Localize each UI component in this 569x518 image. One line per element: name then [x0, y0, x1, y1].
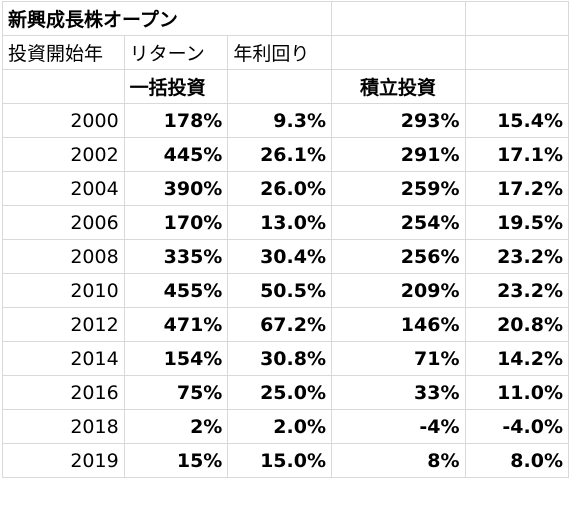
lump-sum-return-cell[interactable]: 75% — [123, 375, 229, 410]
title-row: 新興成長株オープン — [1, 1, 569, 36]
lump-sum-rate-cell[interactable]: 30.4% — [227, 239, 332, 274]
table-row: 2004 390% 26.0% 259% 17.2% — [2, 171, 569, 206]
accumulation-rate-cell[interactable]: -4.0% — [464, 409, 569, 444]
accumulation-return-cell[interactable]: 71% — [330, 341, 466, 376]
table-row: 2019 15% 15.0% 8% 8.0% — [2, 443, 569, 478]
accumulation-return-cell[interactable]: 291% — [330, 137, 466, 172]
start-year-cell[interactable]: 2000 — [2, 103, 125, 138]
empty-cell[interactable] — [330, 35, 466, 70]
accumulation-group-cell[interactable]: 積立投資 — [330, 69, 466, 104]
accumulation-rate-cell[interactable]: 23.2% — [464, 273, 569, 308]
start-year-cell[interactable]: 2019 — [2, 443, 125, 478]
table-row: 2006 170% 13.0% 254% 19.5% — [2, 205, 569, 240]
table-row: 2012 471% 67.2% 146% 20.8% — [2, 307, 569, 342]
accumulation-rate-cell[interactable]: 20.8% — [464, 307, 569, 342]
table-row: 2014 154% 30.8% 71% 14.2% — [2, 341, 569, 376]
lump-sum-return-cell[interactable]: 2% — [123, 409, 229, 444]
annual-rate-header-cell[interactable]: 年利回り — [227, 35, 332, 70]
lump-sum-return-cell[interactable]: 455% — [123, 273, 229, 308]
empty-cell[interactable] — [227, 69, 332, 104]
lump-sum-rate-cell[interactable]: 67.2% — [227, 307, 332, 342]
accumulation-rate-cell[interactable]: 17.1% — [464, 137, 569, 172]
accumulation-return-cell[interactable]: 254% — [330, 205, 466, 240]
lump-sum-return-cell[interactable]: 170% — [123, 205, 229, 240]
start-year-cell[interactable]: 2002 — [2, 137, 125, 172]
start-year-cell[interactable]: 2018 — [2, 409, 125, 444]
accumulation-rate-cell[interactable]: 8.0% — [464, 443, 569, 478]
start-year-header-cell[interactable]: 投資開始年 — [2, 35, 125, 70]
return-header-cell[interactable]: リターン — [123, 35, 229, 70]
table-row: 2002 445% 26.1% 291% 17.1% — [2, 137, 569, 172]
lump-sum-rate-cell[interactable]: 9.3% — [227, 103, 332, 138]
accumulation-return-cell[interactable]: 8% — [330, 443, 466, 478]
lump-sum-return-cell[interactable]: 390% — [123, 171, 229, 206]
start-year-cell[interactable]: 2016 — [2, 375, 125, 410]
start-year-cell[interactable]: 2008 — [2, 239, 125, 274]
spreadsheet-grid: 新興成長株オープン 投資開始年 リターン 年利回り 一括投資 積立投資 2000… — [1, 1, 569, 478]
table-row: 2010 455% 50.5% 209% 23.2% — [2, 273, 569, 308]
lump-sum-return-cell[interactable]: 15% — [123, 443, 229, 478]
accumulation-return-cell[interactable]: 146% — [330, 307, 466, 342]
accumulation-rate-cell[interactable]: 17.2% — [464, 171, 569, 206]
accumulation-rate-cell[interactable]: 23.2% — [464, 239, 569, 274]
sheet-title-cell[interactable]: 新興成長株オープン — [1, 1, 228, 36]
empty-cell[interactable] — [464, 35, 569, 70]
lump-sum-rate-cell[interactable]: 25.0% — [227, 375, 332, 410]
accumulation-return-cell[interactable]: -4% — [330, 409, 466, 444]
start-year-cell[interactable]: 2004 — [2, 171, 125, 206]
start-year-cell[interactable]: 2010 — [2, 273, 125, 308]
sheet-body: 新興成長株オープン 投資開始年 リターン 年利回り 一括投資 積立投資 — [1, 1, 569, 104]
accumulation-rate-cell[interactable]: 15.4% — [464, 103, 569, 138]
table-row: 2008 335% 30.4% 256% 23.2% — [2, 239, 569, 274]
accumulation-rate-cell[interactable]: 19.5% — [464, 205, 569, 240]
table-row: 2018 2% 2.0% -4% -4.0% — [2, 409, 569, 444]
start-year-cell[interactable]: 2014 — [2, 341, 125, 376]
empty-cell[interactable] — [464, 69, 569, 104]
lump-sum-return-cell[interactable]: 154% — [123, 341, 229, 376]
accumulation-return-cell[interactable]: 33% — [330, 375, 466, 410]
lump-sum-group-cell[interactable]: 一括投資 — [123, 69, 229, 104]
lump-sum-return-cell[interactable]: 335% — [123, 239, 229, 274]
accumulation-rate-cell[interactable]: 14.2% — [464, 341, 569, 376]
lump-sum-rate-cell[interactable]: 26.1% — [227, 137, 332, 172]
lump-sum-rate-cell[interactable]: 15.0% — [227, 443, 332, 478]
empty-cell[interactable] — [227, 1, 332, 36]
lump-sum-rate-cell[interactable]: 13.0% — [227, 205, 332, 240]
lump-sum-return-cell[interactable]: 471% — [123, 307, 229, 342]
accumulation-return-cell[interactable]: 209% — [330, 273, 466, 308]
table-row: 2000 178% 9.3% 293% 15.4% — [2, 103, 569, 138]
data-rows: 2000 178% 9.3% 293% 15.4% 2002 445% 26.1% 291% 17… — [2, 103, 569, 478]
accumulation-return-cell[interactable]: 259% — [330, 171, 466, 206]
empty-cell[interactable] — [330, 1, 466, 36]
lump-sum-rate-cell[interactable]: 50.5% — [227, 273, 332, 308]
start-year-cell[interactable]: 2012 — [2, 307, 125, 342]
accumulation-rate-cell[interactable]: 11.0% — [464, 375, 569, 410]
lump-sum-rate-cell[interactable]: 26.0% — [227, 171, 332, 206]
empty-cell[interactable] — [2, 69, 125, 104]
accumulation-return-cell[interactable]: 256% — [330, 239, 466, 274]
lump-sum-return-cell[interactable]: 178% — [123, 103, 229, 138]
header-row: 投資開始年 リターン 年利回り — [2, 35, 569, 70]
empty-cell[interactable] — [464, 1, 569, 36]
lump-sum-return-cell[interactable]: 445% — [123, 137, 229, 172]
lump-sum-rate-cell[interactable]: 30.8% — [227, 341, 332, 376]
lump-sum-rate-cell[interactable]: 2.0% — [227, 409, 332, 444]
table-row: 2016 75% 25.0% 33% 11.0% — [2, 375, 569, 410]
start-year-cell[interactable]: 2006 — [2, 205, 125, 240]
group-header-row: 一括投資 積立投資 — [2, 69, 569, 104]
accumulation-return-cell[interactable]: 293% — [330, 103, 466, 138]
